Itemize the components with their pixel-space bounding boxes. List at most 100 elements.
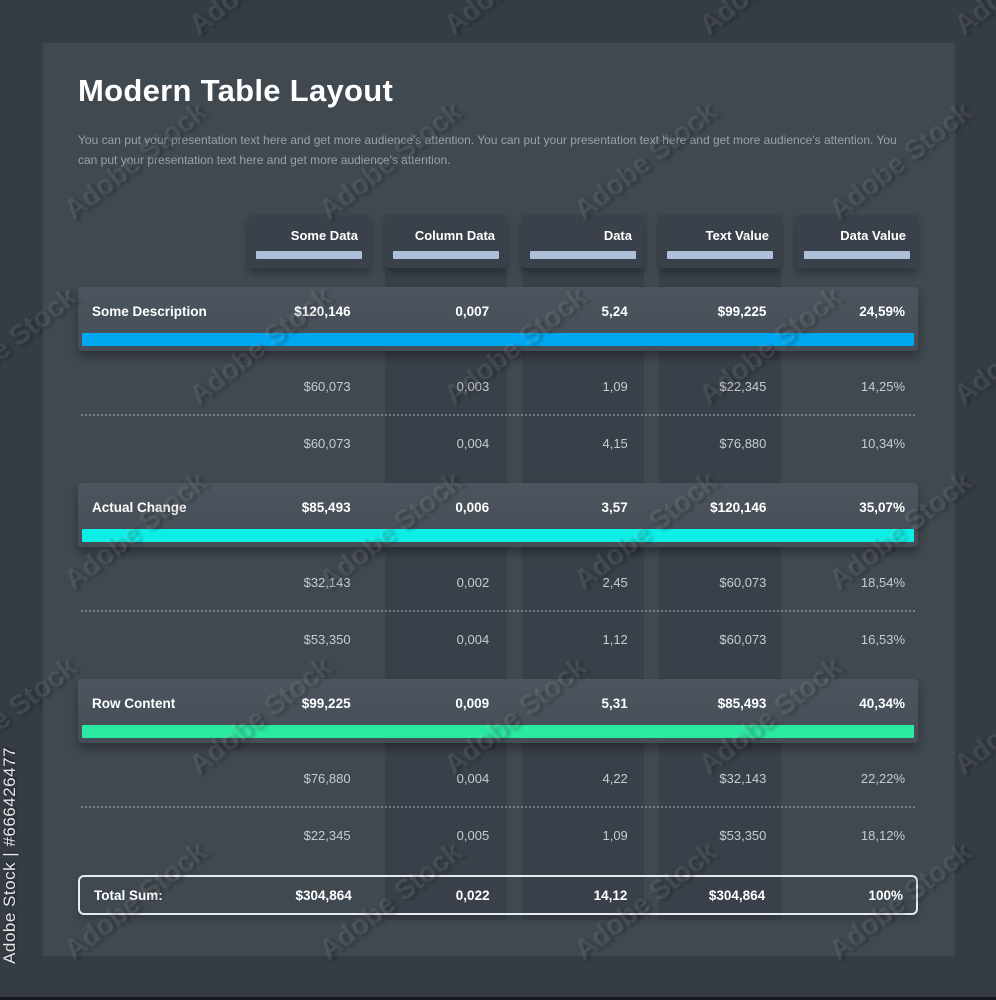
column-header: Some Data (248, 215, 370, 268)
highlight-row: Some Description $120,146 0,007 5,24 $99,225… (78, 287, 918, 351)
slide-panel: Modern Table Layout You can put your pre… (43, 43, 955, 956)
table-row: $60,073 0,003 1,09 $22,345 14,25% (78, 359, 918, 414)
total-row: Total Sum: $304,864 0,022 14,12 $304,864 100% (78, 875, 918, 915)
table-header-row: Some Data Column Data Data Text Value Data V… (248, 215, 918, 268)
table-row: $60,073 0,004 4,15 $76,880 10,34% (78, 416, 918, 471)
row-value: 0,004 (456, 771, 490, 786)
column-header: Data (522, 215, 644, 268)
table-row: $32,143 0,002 2,45 $60,073 18,54% (78, 555, 918, 610)
row-value: 1,09 (602, 379, 628, 394)
row-value: $85,493 (301, 499, 351, 515)
row-value: 0,005 (456, 828, 490, 843)
table-row: $22,345 0,005 1,09 $53,350 18,12% (78, 808, 918, 863)
row-value: 4,22 (602, 771, 628, 786)
row-value: 40,34% (859, 695, 905, 711)
watermark-tile: Adobe Stock (948, 281, 996, 411)
column-header-underline (667, 251, 773, 259)
row-value: $120,146 (710, 499, 767, 515)
page-subtitle: You can put your presentation text here … (78, 133, 897, 167)
column-header-underline (393, 251, 499, 259)
table-row: $76,880 0,004 4,22 $32,143 22,22% (78, 751, 918, 806)
column-header: Data Value (796, 215, 918, 268)
row-label: Actual Change (92, 499, 187, 515)
row-value: 22,22% (860, 771, 905, 786)
row-value: 0,009 (455, 695, 490, 711)
row-value: $76,880 (303, 771, 351, 786)
row-value: $60,073 (719, 632, 767, 647)
watermark-tile: Adobe Stock (183, 0, 338, 41)
highlight-row: Actual Change $85,493 0,006 3,57 $120,146 35,… (78, 483, 918, 547)
column-header: Text Value (659, 215, 781, 268)
row-value: $22,345 (719, 379, 767, 394)
row-value: 0,004 (456, 436, 490, 451)
watermark-tile: Adobe Stock (948, 651, 996, 781)
column-header-label: Data Value (840, 228, 906, 243)
row-value: 0,004 (456, 632, 490, 647)
watermark-tile: Adobe Stock (693, 0, 848, 41)
row-value: 100% (868, 887, 903, 903)
row-value: $32,143 (719, 771, 767, 786)
row-value: 14,12 (593, 887, 628, 903)
highlight-row: Row Content $99,225 0,009 5,31 $85,493 40,34% (78, 679, 918, 743)
row-value: 4,15 (602, 436, 628, 451)
row-value: 0,006 (455, 499, 490, 515)
row-value: $60,073 (719, 575, 767, 590)
table-body: Some Description $120,146 0,007 5,24 $99,225… (78, 287, 918, 915)
row-value: 18,12% (860, 828, 905, 843)
bottom-edge-strip (0, 997, 996, 1000)
row-value: $85,493 (717, 695, 767, 711)
row-value: $76,880 (719, 436, 767, 451)
row-value: $53,350 (719, 828, 767, 843)
row-value: $60,073 (303, 379, 351, 394)
column-header-underline (804, 251, 910, 259)
column-header: Column Data (385, 215, 507, 268)
row-value: $32,143 (303, 575, 351, 590)
row-value: 5,24 (601, 303, 628, 319)
row-label: Row Content (92, 695, 176, 711)
column-header-underline (256, 251, 362, 259)
row-value: 14,25% (860, 379, 905, 394)
row-value: $304,864 (708, 887, 766, 903)
row-label: Total Sum: (94, 887, 163, 903)
row-value: $120,146 (294, 303, 351, 319)
dotted-divider (81, 806, 915, 808)
row-value: 3,57 (601, 499, 628, 515)
row-value: $99,225 (301, 695, 351, 711)
watermark-tile: Adobe Stock (438, 0, 593, 41)
column-header-underline (530, 251, 636, 259)
watermark-credit: Adobe Stock | #666426477 (0, 747, 19, 964)
watermark-tile: Adobe Stock (0, 0, 83, 41)
row-value: $99,225 (717, 303, 767, 319)
column-header-label: Column Data (414, 228, 495, 243)
row-value: $53,350 (303, 632, 351, 647)
row-value: $60,073 (303, 436, 351, 451)
accent-bar (82, 333, 914, 346)
row-value: 0,003 (456, 379, 490, 394)
row-value: 1,09 (602, 828, 628, 843)
row-value: $22,345 (303, 828, 351, 843)
watermark-tile: Adobe Stock (948, 0, 996, 41)
row-value: 0,022 (455, 887, 490, 903)
row-value: 35,07% (859, 499, 905, 515)
row-value: 0,002 (456, 575, 490, 590)
table-row: $53,350 0,004 1,12 $60,073 16,53% (78, 612, 918, 667)
row-value: $304,864 (295, 887, 352, 903)
column-header-label: Some Data (290, 228, 358, 243)
row-value: 0,007 (455, 303, 490, 319)
accent-bar (82, 529, 914, 542)
row-value: 24,59% (859, 303, 905, 319)
row-label: Some Description (92, 303, 207, 319)
page-title: Modern Table Layout (78, 73, 394, 108)
row-value: 1,12 (602, 632, 628, 647)
row-value: 16,53% (860, 632, 905, 647)
dotted-divider (81, 414, 915, 416)
column-header-label: Text Value (705, 228, 769, 243)
row-value: 18,54% (860, 575, 905, 590)
row-value: 2,45 (602, 575, 628, 590)
dotted-divider (81, 610, 915, 612)
row-value: 5,31 (601, 695, 628, 711)
row-value: 10,34% (860, 436, 905, 451)
column-header-label: Data (603, 228, 632, 243)
accent-bar (82, 725, 914, 738)
